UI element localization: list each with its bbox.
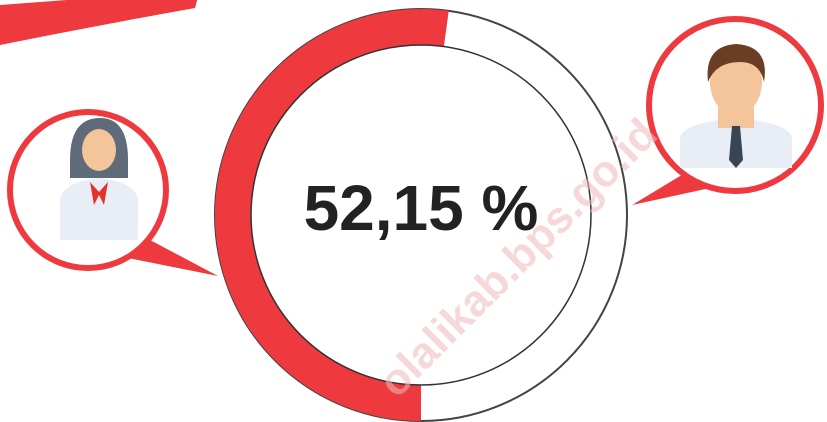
shirt <box>60 178 138 240</box>
male-bubble <box>632 16 824 205</box>
hair <box>707 44 765 82</box>
tie <box>729 126 743 168</box>
face <box>710 49 762 115</box>
bubble-tail <box>128 240 218 276</box>
female-bubble <box>7 109 218 276</box>
donut-inner <box>250 44 592 386</box>
ribbon <box>90 182 108 205</box>
corner-stripe <box>0 0 198 45</box>
value-label: 52,15 % <box>304 172 539 244</box>
face <box>82 129 116 171</box>
donut-arc <box>215 9 449 421</box>
